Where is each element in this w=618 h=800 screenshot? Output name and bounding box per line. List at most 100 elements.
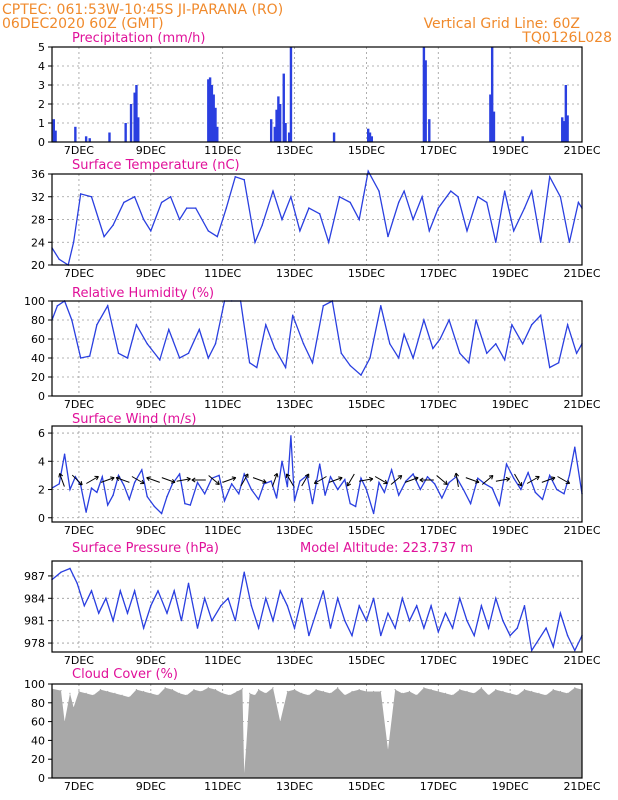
series-point (466, 230, 468, 232)
series-point (311, 502, 314, 505)
series-point (89, 355, 91, 357)
series-point (459, 352, 461, 354)
wind-arrow-head (273, 473, 279, 478)
series-point (265, 597, 267, 599)
cloud-point (200, 690, 202, 693)
precip-bar (210, 85, 214, 142)
cloud-area (52, 687, 582, 778)
series-point (117, 352, 120, 354)
wind-arrow-icon (419, 477, 434, 483)
series-point (207, 230, 210, 232)
cloud-point (229, 694, 231, 696)
series-point (504, 359, 506, 361)
precip-bar (54, 130, 57, 142)
y-tick-label: 100 (24, 295, 45, 308)
series-point (338, 196, 341, 198)
series-point (248, 362, 251, 364)
x-tick-label: 19DEC (492, 398, 529, 411)
precip-bar (368, 132, 372, 142)
series-point (178, 357, 181, 359)
cloud-point (372, 690, 375, 693)
wind-arrow-shaft (436, 475, 448, 485)
series-point (290, 435, 292, 437)
series-point (275, 497, 278, 499)
cloud-point (401, 692, 403, 695)
wind-arrow-head (535, 475, 540, 481)
series-point (96, 324, 98, 326)
wind-arrow-shaft (86, 476, 99, 484)
series-point (223, 500, 226, 502)
precip-bar (273, 126, 276, 142)
cloud-point (222, 692, 224, 695)
wind-arrow-head (517, 482, 523, 487)
panel-frame-4 (51, 560, 583, 653)
series-point (513, 230, 515, 232)
series-point (527, 471, 529, 474)
x-tick-label: 9DEC (136, 398, 166, 411)
wind-arrow-shaft (146, 477, 160, 483)
y-tick-label: 987 (24, 570, 45, 583)
series-point (327, 241, 330, 243)
x-tick-label: 17DEC (420, 144, 457, 157)
wind-arrow-head (140, 479, 145, 485)
series-point (423, 319, 425, 321)
series-point (451, 627, 454, 629)
series-point (171, 483, 174, 485)
wind-arrow-head (285, 473, 291, 478)
wind-arrow-head (397, 475, 403, 480)
series-point (80, 357, 82, 359)
precip-bar (133, 92, 136, 142)
series-point (106, 305, 109, 307)
x-tick-label: 13DEC (276, 398, 313, 411)
cloud-point (249, 692, 251, 695)
wind-arrow-icon (454, 472, 459, 487)
x-tick-label: 21DEC (563, 398, 600, 411)
series-point (574, 649, 576, 652)
cloud-point (516, 694, 518, 696)
series-point (559, 196, 562, 198)
precip-bar (108, 132, 111, 142)
x-tick-label: 19DEC (492, 524, 529, 537)
series-point (292, 314, 294, 316)
series-point (433, 483, 436, 485)
series-point (387, 235, 389, 238)
precip-bar (216, 126, 219, 142)
wind-arrow-icon (328, 476, 343, 483)
cloud-point (135, 689, 138, 691)
series-point (63, 453, 66, 455)
series-point (398, 201, 400, 204)
precip-bar (84, 136, 88, 142)
panel-title-4: Surface Pressure (hPa) (72, 541, 219, 556)
series-point (301, 597, 303, 599)
series-point (563, 493, 565, 495)
series-point (548, 366, 551, 369)
series-point (473, 634, 475, 637)
wind-arrow-shaft (526, 476, 540, 484)
series-point (153, 505, 156, 508)
wind-arrow-icon (71, 474, 83, 486)
x-tick-label: 15DEC (348, 144, 385, 157)
precip-bar (370, 136, 373, 142)
series-point (351, 634, 353, 637)
y-tick-label: 40 (31, 734, 45, 747)
panel-frame-2 (51, 300, 583, 397)
series-point (421, 196, 423, 198)
wind-arrow-icon (481, 475, 494, 485)
x-tick-label: 7DEC (64, 654, 94, 667)
series-point (559, 612, 562, 614)
series-point (495, 343, 497, 345)
series-point (487, 627, 490, 629)
wind-arrow-shaft (222, 477, 236, 483)
series-point (123, 484, 125, 486)
wind-arrow-shaft (161, 477, 176, 483)
series-point (329, 476, 332, 478)
series-point (511, 324, 513, 326)
series-point (318, 463, 321, 465)
x-tick-label: 9DEC (136, 524, 166, 537)
series-point (530, 649, 533, 652)
series-point (159, 359, 161, 361)
series-point (311, 362, 314, 364)
series-point (204, 493, 206, 495)
precip-bar (332, 132, 336, 142)
series-point (318, 213, 321, 215)
